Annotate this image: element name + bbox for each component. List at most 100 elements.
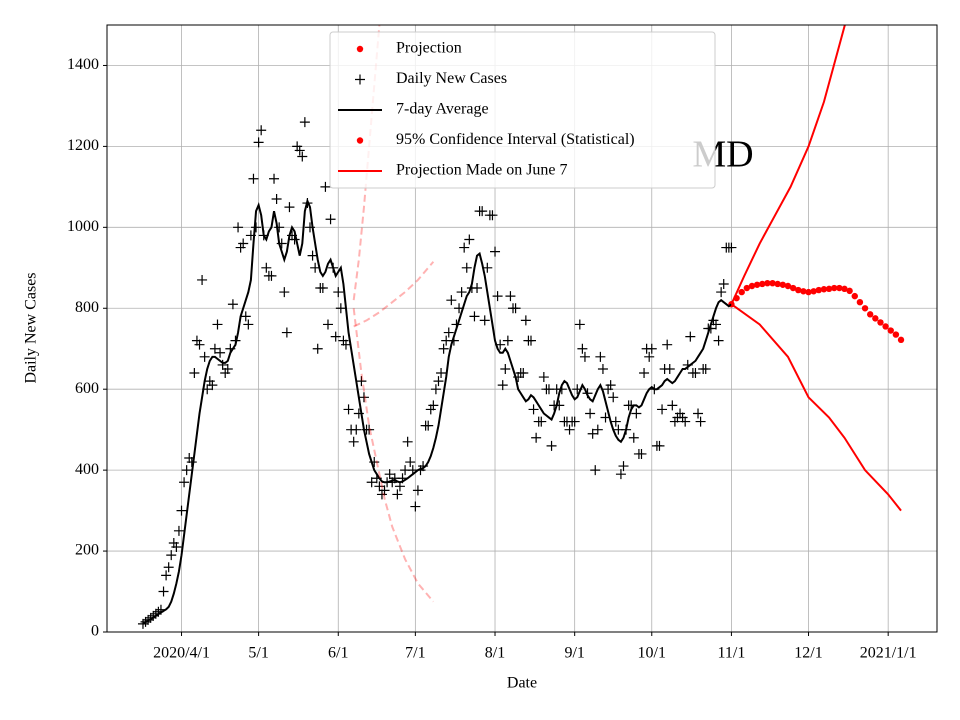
case-marker bbox=[677, 412, 688, 423]
case-marker bbox=[644, 351, 655, 362]
case-marker bbox=[199, 351, 210, 362]
case-marker bbox=[456, 287, 467, 298]
case-marker bbox=[392, 489, 403, 500]
legend-marker bbox=[356, 137, 364, 144]
case-marker bbox=[292, 141, 303, 152]
x-tick-label: 2020/4/1 bbox=[153, 645, 210, 662]
projection-dot bbox=[897, 336, 905, 344]
case-marker bbox=[664, 363, 675, 374]
case-marker bbox=[490, 246, 501, 257]
x-tick-label: 11/1 bbox=[717, 645, 745, 662]
projection-dot bbox=[764, 279, 771, 287]
case-marker bbox=[376, 489, 387, 500]
case-marker bbox=[340, 339, 351, 350]
case-marker bbox=[587, 428, 598, 439]
case-marker bbox=[585, 408, 596, 419]
case-marker bbox=[459, 242, 470, 253]
case-marker bbox=[592, 424, 603, 435]
case-marker bbox=[428, 400, 439, 411]
case-marker bbox=[338, 335, 349, 346]
projection-dot bbox=[810, 288, 817, 295]
projection-dot bbox=[753, 281, 761, 288]
case-marker bbox=[472, 283, 483, 294]
projection-dot bbox=[748, 282, 756, 290]
case-marker bbox=[438, 343, 449, 354]
projection-dot bbox=[836, 284, 843, 292]
projection-dot bbox=[743, 284, 751, 292]
case-marker bbox=[685, 331, 696, 342]
case-marker bbox=[184, 452, 195, 463]
case-marker bbox=[217, 359, 228, 370]
projection-dot bbox=[800, 288, 807, 295]
y-tick-label: 0 bbox=[91, 623, 99, 640]
case-marker bbox=[179, 477, 190, 488]
case-marker bbox=[646, 343, 657, 354]
case-marker bbox=[603, 384, 614, 395]
case-marker bbox=[716, 287, 727, 298]
case-marker bbox=[322, 319, 333, 330]
case-marker bbox=[662, 339, 673, 350]
projection-dot bbox=[866, 311, 874, 318]
case-marker bbox=[579, 351, 590, 362]
case-marker bbox=[284, 202, 295, 213]
case-marker bbox=[238, 238, 249, 249]
case-marker bbox=[595, 351, 606, 362]
projection-dot bbox=[825, 285, 833, 293]
case-marker bbox=[137, 618, 148, 629]
case-marker bbox=[186, 457, 197, 468]
y-tick-label: 400 bbox=[75, 461, 99, 478]
case-marker bbox=[197, 274, 208, 285]
plot-area bbox=[137, 25, 905, 629]
case-marker bbox=[222, 363, 233, 374]
case-marker bbox=[536, 416, 547, 427]
projection-dot bbox=[789, 284, 797, 292]
case-marker bbox=[569, 416, 580, 427]
case-marker bbox=[374, 481, 385, 492]
case-marker bbox=[505, 291, 516, 302]
case-marker bbox=[711, 319, 722, 330]
case-marker bbox=[379, 485, 390, 496]
x-tick-label: 9/1 bbox=[564, 645, 584, 662]
case-marker bbox=[233, 222, 244, 233]
case-marker bbox=[631, 408, 642, 419]
projection-dot bbox=[841, 285, 848, 293]
x-tick-label: 2021/1/1 bbox=[860, 645, 917, 662]
case-marker bbox=[469, 311, 480, 322]
case-marker bbox=[667, 400, 678, 411]
case-marker bbox=[335, 303, 346, 314]
projection-dot bbox=[846, 287, 853, 295]
case-marker bbox=[256, 125, 267, 136]
legend-label: Daily New Cases bbox=[396, 70, 507, 87]
case-marker bbox=[176, 505, 187, 516]
case-marker bbox=[425, 404, 436, 415]
case-marker bbox=[436, 368, 447, 379]
case-marker bbox=[227, 299, 238, 310]
case-marker bbox=[312, 343, 323, 354]
case-marker bbox=[654, 440, 665, 451]
case-marker bbox=[333, 287, 344, 298]
case-marker bbox=[279, 287, 290, 298]
case-marker bbox=[546, 440, 557, 451]
y-tick-label: 200 bbox=[75, 542, 99, 559]
case-marker bbox=[325, 214, 336, 225]
case-marker bbox=[675, 408, 686, 419]
case-marker bbox=[307, 250, 318, 261]
case-marker bbox=[294, 145, 305, 156]
projection-dot bbox=[887, 327, 894, 334]
projection-dot bbox=[784, 282, 792, 290]
case-marker bbox=[163, 562, 174, 573]
case-marker bbox=[487, 210, 498, 221]
interval-line bbox=[730, 25, 846, 305]
y-tick-label: 1400 bbox=[67, 56, 99, 73]
case-marker bbox=[500, 363, 511, 374]
case-marker bbox=[243, 319, 254, 330]
case-marker bbox=[189, 368, 200, 379]
case-marker bbox=[618, 461, 629, 472]
case-marker bbox=[700, 363, 711, 374]
case-marker bbox=[274, 222, 285, 233]
case-marker bbox=[351, 424, 362, 435]
projection-dot bbox=[882, 323, 889, 330]
case-marker bbox=[171, 542, 182, 553]
projection-dot bbox=[877, 319, 884, 326]
case-marker bbox=[343, 404, 354, 415]
